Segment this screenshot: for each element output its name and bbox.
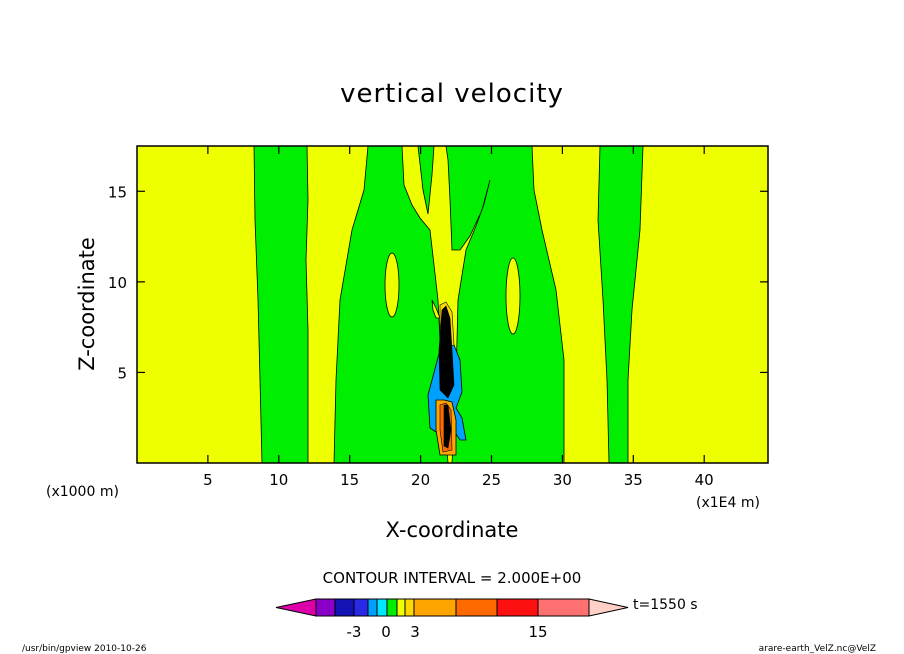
colorbar-swatch: [386, 598, 398, 617]
colorbar-arrow-low: [275, 598, 317, 617]
x-tick-label: 25: [482, 471, 501, 489]
plot-area: [137, 146, 768, 463]
contour-region: [597, 146, 644, 463]
colorbar-label: -3: [347, 623, 362, 641]
x-tick-label: 40: [695, 471, 714, 489]
footer-right: arare-earth_VelZ.nc@VelZ: [759, 644, 876, 654]
x-unit-label: (x1000 m): [46, 484, 119, 500]
colorbar-swatch: [315, 598, 336, 617]
contour-region: [417, 146, 435, 215]
colorbar-swatch: [367, 598, 378, 617]
contour-region: [445, 146, 565, 463]
chart-title: vertical velocity: [340, 79, 564, 109]
plot-frame: [136, 145, 769, 464]
colorbar-swatch: [376, 598, 388, 617]
contour-region: [384, 252, 400, 318]
colorbar-label: 3: [410, 623, 420, 641]
colorbar-swatch: [353, 598, 369, 617]
x-tick-label: 30: [553, 471, 572, 489]
contour-region: [443, 404, 452, 449]
x-scale-label: (x1E4 m): [696, 495, 760, 511]
colorbar-swatch: [455, 598, 498, 617]
colorbar-swatch: [496, 598, 539, 617]
colorbar-arrow-high: [588, 598, 629, 617]
y-tick-label: 15: [108, 183, 127, 201]
x-tick-label: 5: [203, 471, 213, 489]
x-tick-label: 35: [624, 471, 643, 489]
colorbar-swatch: [396, 598, 406, 617]
x-axis-label: X-coordinate: [386, 518, 519, 542]
time-label: t=1550 s: [633, 597, 698, 613]
y-axis-ticks: 5 10 15: [108, 183, 768, 382]
x-tick-label: 10: [269, 471, 288, 489]
colorbar-swatch: [334, 598, 355, 617]
contour-interval-label: CONTOUR INTERVAL = 2.000E+00: [323, 569, 582, 587]
contour-region: [505, 257, 521, 335]
colorbar-swatch: [413, 598, 457, 617]
contour-region: [253, 146, 309, 463]
y-axis-label: Z-coordinate: [75, 237, 99, 371]
y-tick-label: 10: [108, 274, 127, 292]
colorbar-label: 15: [528, 623, 547, 641]
colorbar-swatch: [537, 598, 590, 617]
y-tick-label: 5: [117, 364, 127, 382]
contour-region: [431, 299, 441, 319]
contour-region: [438, 305, 455, 399]
x-axis-ticks: 5 10 15 20 25 30 35 40: [203, 146, 714, 489]
footer-left: /usr/bin/gpview 2010-10-26: [22, 644, 147, 654]
colorbar-label: 0: [381, 623, 391, 641]
colorbar: -3 0 3 15: [275, 598, 629, 641]
colorbar-swatch: [404, 598, 415, 617]
x-tick-label: 15: [340, 471, 359, 489]
x-tick-label: 20: [411, 471, 430, 489]
